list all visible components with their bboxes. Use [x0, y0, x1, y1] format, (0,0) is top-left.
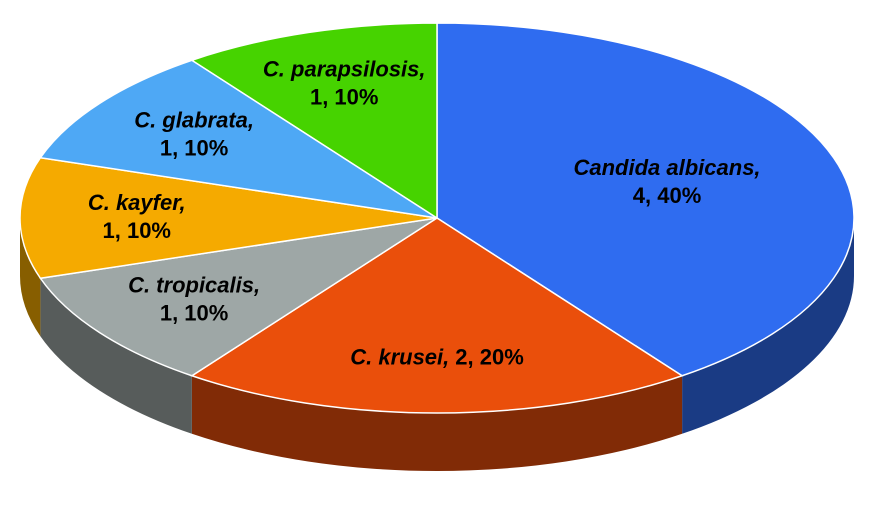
category-label: C. kayfer, — [88, 190, 186, 215]
value-label: 1, 10% — [103, 218, 172, 243]
data-label: C. parapsilosis, 1, 10% — [263, 56, 426, 109]
category-label: C. tropicalis, — [128, 272, 260, 297]
category-label: C. krusei, — [350, 344, 449, 369]
value-label: 1, 10% — [160, 135, 229, 160]
slice-side — [682, 218, 854, 434]
slice — [190, 217, 684, 414]
category-label: Candida albicans, — [573, 155, 760, 180]
slice — [436, 22, 855, 377]
data-label: C. kayfer, 1, 10% — [88, 190, 186, 243]
category-label: C. glabrata, — [134, 107, 254, 132]
slice-side — [40, 278, 192, 434]
slice — [39, 59, 438, 219]
category-label: C. parapsilosis, — [263, 56, 426, 81]
data-label: C. glabrata, 1, 10% — [134, 107, 254, 160]
slice — [190, 22, 438, 220]
value-label: 2, 20% — [455, 344, 524, 369]
data-label: Candida albicans, 4, 40% — [573, 155, 760, 208]
data-label: C. tropicalis, 1, 10% — [128, 272, 260, 325]
slice — [19, 156, 438, 280]
data-label: C. krusei, 2, 20% — [350, 344, 524, 369]
value-label: 1, 10% — [310, 84, 379, 109]
slice-side — [191, 375, 683, 471]
value-label: 4, 40% — [633, 183, 702, 208]
value-label: 1, 10% — [160, 300, 229, 325]
slice-side — [20, 218, 41, 337]
slice — [39, 217, 438, 377]
